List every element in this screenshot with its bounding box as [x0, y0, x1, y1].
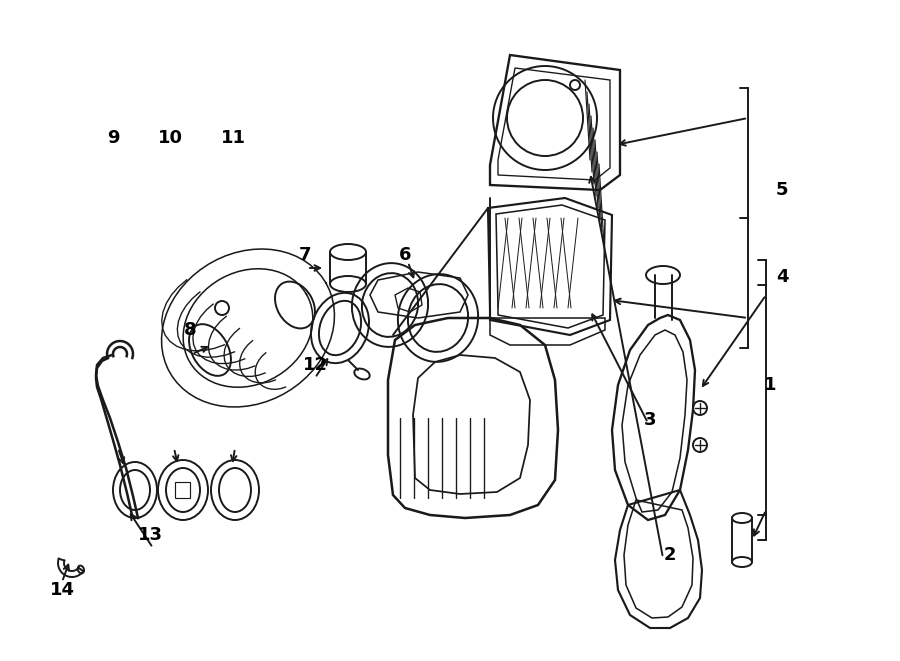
Text: 14: 14 [50, 581, 75, 599]
Text: 2: 2 [664, 546, 676, 564]
Text: 8: 8 [184, 321, 196, 339]
Text: 4: 4 [776, 268, 788, 286]
Text: 3: 3 [644, 411, 656, 429]
Text: 1: 1 [764, 376, 776, 394]
Text: 7: 7 [299, 246, 311, 264]
Text: 13: 13 [138, 526, 163, 544]
Text: 9: 9 [107, 129, 119, 147]
Text: 11: 11 [220, 129, 246, 147]
Text: 5: 5 [776, 181, 788, 199]
Text: 6: 6 [399, 246, 411, 264]
Text: 10: 10 [158, 129, 183, 147]
Text: 12: 12 [302, 356, 328, 374]
